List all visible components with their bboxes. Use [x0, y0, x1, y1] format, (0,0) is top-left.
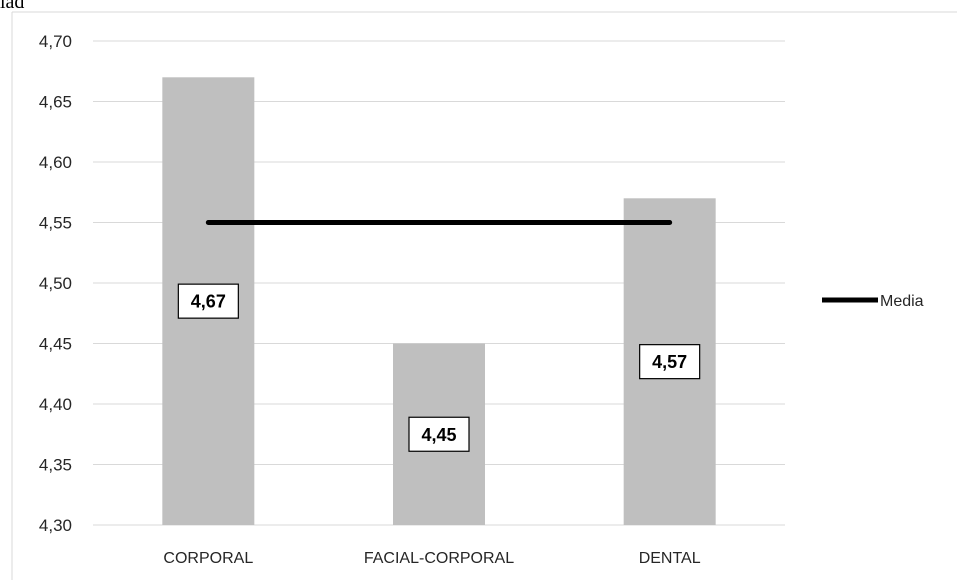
- y-tick-label: 4,60: [39, 153, 72, 172]
- data-label-box: [177, 283, 239, 319]
- x-axis-category-labels: CORPORAL FACIAL-CORPORAL DENTAL: [163, 550, 700, 567]
- y-tick-label: 4,35: [39, 456, 72, 475]
- data-label: 4,45: [408, 416, 470, 452]
- y-tick-label: 4,45: [39, 335, 72, 354]
- y-tick-label: 4,40: [39, 395, 72, 414]
- y-tick-label: 4,30: [39, 516, 72, 535]
- chart-title-fragment: lad: [0, 0, 24, 13]
- x-category-label: FACIAL-CORPORAL: [364, 550, 514, 567]
- data-label-box: [639, 344, 701, 380]
- data-label-text: 4,45: [421, 425, 456, 445]
- legend: Media: [822, 293, 924, 310]
- data-label-text: 4,57: [652, 352, 687, 372]
- data-label: 4,67: [177, 283, 239, 319]
- y-tick-label: 4,70: [39, 32, 72, 51]
- data-label-text: 4,67: [191, 292, 226, 312]
- legend-label-media: Media: [880, 293, 924, 310]
- bars: [162, 77, 716, 526]
- x-category-label: CORPORAL: [163, 550, 253, 567]
- data-label-box: [408, 416, 470, 452]
- data-label: 4,57: [639, 344, 701, 380]
- data-labels: 4,67 4,45 4,57: [177, 283, 701, 452]
- y-axis-tick-labels: 4,30 4,35 4,40 4,45 4,50 4,55 4,60 4,65 4,70: [39, 32, 72, 535]
- y-tick-label: 4,50: [39, 274, 72, 293]
- y-tick-label: 4,55: [39, 214, 72, 233]
- x-category-label: DENTAL: [639, 550, 701, 567]
- y-tick-label: 4,65: [39, 93, 72, 112]
